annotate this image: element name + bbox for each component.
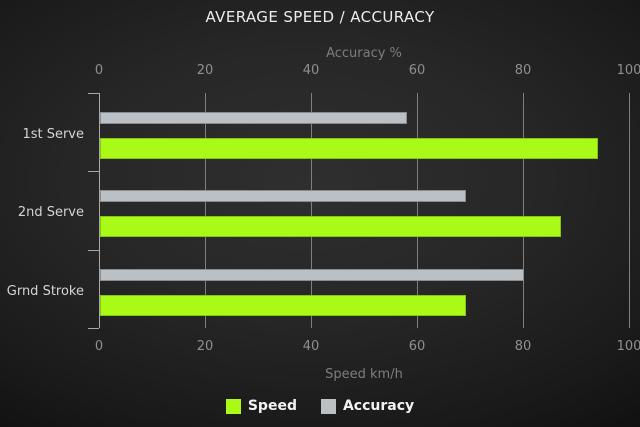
- y-axis-line: [99, 93, 100, 328]
- bottom-tick-label-0: 0: [94, 339, 104, 354]
- top-tick-label-60: 60: [408, 63, 426, 78]
- category-label-1st-serve: 1st Serve: [22, 127, 84, 142]
- top-axis-title: Accuracy %: [326, 46, 402, 61]
- bottom-tick-label-40: 40: [302, 339, 320, 354]
- top-tick-label-20: 20: [196, 63, 214, 78]
- bar-speed-grnd-stroke: [100, 295, 466, 316]
- legend-label-accuracy: Accuracy: [342, 398, 415, 414]
- top-tick-label-80: 80: [514, 63, 532, 78]
- bar-speed-2nd-serve: [100, 216, 561, 237]
- legend-item-accuracy[interactable]: Accuracy: [320, 398, 415, 414]
- legend-swatch-speed[interactable]: [225, 398, 241, 414]
- category-label-2nd-serve: 2nd Serve: [17, 205, 84, 220]
- category-label-grnd-stroke: Grnd Stroke: [6, 284, 84, 299]
- bottom-tick-label-100: 100: [616, 339, 640, 354]
- top-tick-label-0: 0: [94, 63, 104, 78]
- top-tick-label-100: 100: [616, 63, 640, 78]
- legend-swatch-accuracy[interactable]: [320, 398, 336, 414]
- y-axis-tick: [88, 171, 99, 172]
- bar-accuracy-2nd-serve: [100, 190, 466, 202]
- y-axis-tick: [88, 93, 99, 94]
- bottom-tick-label-60: 60: [408, 339, 426, 354]
- bar-accuracy-1st-serve: [100, 112, 407, 124]
- bottom-tick-label-80: 80: [514, 339, 532, 354]
- bottom-axis-title: Speed km/h: [325, 367, 403, 382]
- gridline-20: [205, 93, 206, 328]
- gridline-80: [523, 93, 524, 328]
- bar-accuracy-grnd-stroke: [100, 269, 524, 281]
- legend-label-speed: Speed: [247, 398, 297, 414]
- gridline-100: [629, 93, 630, 328]
- legend-item-speed[interactable]: Speed: [225, 398, 297, 414]
- bottom-tick-label-20: 20: [196, 339, 214, 354]
- gridline-60: [417, 93, 418, 328]
- y-axis-tick: [88, 250, 99, 251]
- y-axis-tick: [88, 328, 99, 329]
- legend: Speed Accuracy: [0, 396, 640, 416]
- bar-speed-1st-serve: [100, 138, 598, 159]
- chart-title: AVERAGE SPEED / ACCURACY: [205, 8, 435, 26]
- gridline-40: [311, 93, 312, 328]
- top-tick-label-40: 40: [302, 63, 320, 78]
